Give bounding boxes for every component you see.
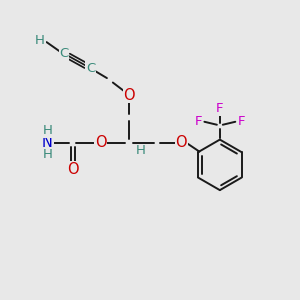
- Text: H: H: [136, 144, 146, 158]
- Text: F: F: [238, 115, 245, 128]
- Text: H: H: [43, 148, 52, 161]
- Text: N: N: [42, 135, 53, 150]
- Text: O: O: [95, 135, 107, 150]
- Text: F: F: [195, 115, 202, 128]
- Text: C: C: [86, 62, 95, 75]
- Text: O: O: [123, 88, 135, 103]
- Text: O: O: [176, 135, 187, 150]
- Text: H: H: [43, 124, 52, 137]
- Text: C: C: [59, 47, 68, 60]
- Text: O: O: [67, 162, 79, 177]
- Text: F: F: [216, 103, 224, 116]
- Text: H: H: [35, 34, 45, 46]
